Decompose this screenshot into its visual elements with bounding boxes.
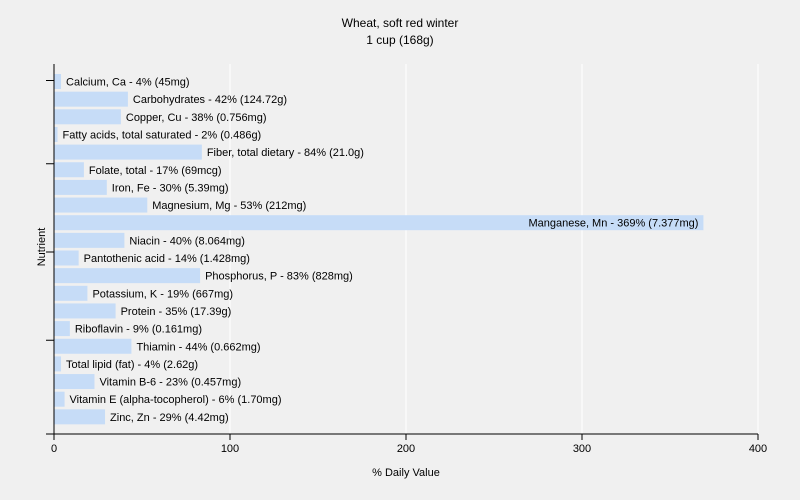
x-tick-label-300: 300 <box>573 443 591 455</box>
bar-6 <box>54 179 107 195</box>
bar-15 <box>54 338 132 354</box>
bar-14 <box>54 321 70 337</box>
x-tick-label-400: 400 <box>749 443 767 455</box>
bar-label-2: Copper, Cu - 38% (0.756mg) <box>126 112 267 124</box>
bar-label-3: Fatty acids, total saturated - 2% (0.486… <box>63 129 262 141</box>
bar-1 <box>54 91 128 107</box>
bar-label-8: Manganese, Mn - 369% (7.377mg) <box>528 218 698 230</box>
bar-label-13: Protein - 35% (17.39g) <box>121 306 232 318</box>
bar-label-19: Zinc, Zn - 29% (4.42mg) <box>110 412 229 424</box>
bar-4 <box>54 144 202 160</box>
bar-17 <box>54 374 95 390</box>
bar-label-0: Calcium, Ca - 4% (45mg) <box>66 77 189 89</box>
bar-19 <box>54 409 106 425</box>
bar-label-14: Riboflavin - 9% (0.161mg) <box>75 324 202 336</box>
bar-label-12: Potassium, K - 19% (667mg) <box>92 288 233 300</box>
bar-label-16: Total lipid (fat) - 4% (2.62g) <box>66 359 198 371</box>
bar-9 <box>54 232 125 248</box>
x-tick-label-200: 200 <box>397 443 415 455</box>
bar-8 <box>54 215 704 231</box>
bar-10 <box>54 250 79 266</box>
y-axis-title: Nutrient <box>36 228 48 267</box>
bar-3 <box>54 126 58 142</box>
bar-label-18: Vitamin E (alpha-tocopherol) - 6% (1.70m… <box>70 394 282 406</box>
bar-label-1: Carbohydrates - 42% (124.72g) <box>133 94 287 106</box>
chart-subtitle: 1 cup (168g) <box>366 33 434 47</box>
x-axis-title: % Daily Value <box>372 467 440 479</box>
bar-0 <box>54 74 62 89</box>
bar-label-4: Fiber, total dietary - 84% (21.0g) <box>207 147 364 159</box>
x-tick-label-100: 100 <box>221 443 239 455</box>
bar-label-9: Niacin - 40% (8.064mg) <box>129 235 245 247</box>
bar-18 <box>54 391 65 407</box>
bar-2 <box>54 109 121 125</box>
bar-12 <box>54 285 88 301</box>
bar-11 <box>54 268 201 284</box>
bar-label-5: Folate, total - 17% (69mcg) <box>89 165 222 177</box>
chart-title: Wheat, soft red winter <box>341 16 459 30</box>
bar-label-10: Pantothenic acid - 14% (1.428mg) <box>84 253 250 265</box>
bar-label-6: Iron, Fe - 30% (5.39mg) <box>112 182 229 194</box>
bar-label-15: Thiamin - 44% (0.662mg) <box>136 341 260 353</box>
bar-16 <box>54 356 62 372</box>
bar-label-7: Magnesium, Mg - 53% (212mg) <box>152 200 306 212</box>
bar-label-11: Phosphorus, P - 83% (828mg) <box>205 271 353 283</box>
bar-5 <box>54 162 84 178</box>
bar-label-17: Vitamin B-6 - 23% (0.457mg) <box>99 377 241 389</box>
x-tick-label-0: 0 <box>51 443 57 455</box>
bar-7 <box>54 197 148 213</box>
bar-13 <box>54 303 116 319</box>
